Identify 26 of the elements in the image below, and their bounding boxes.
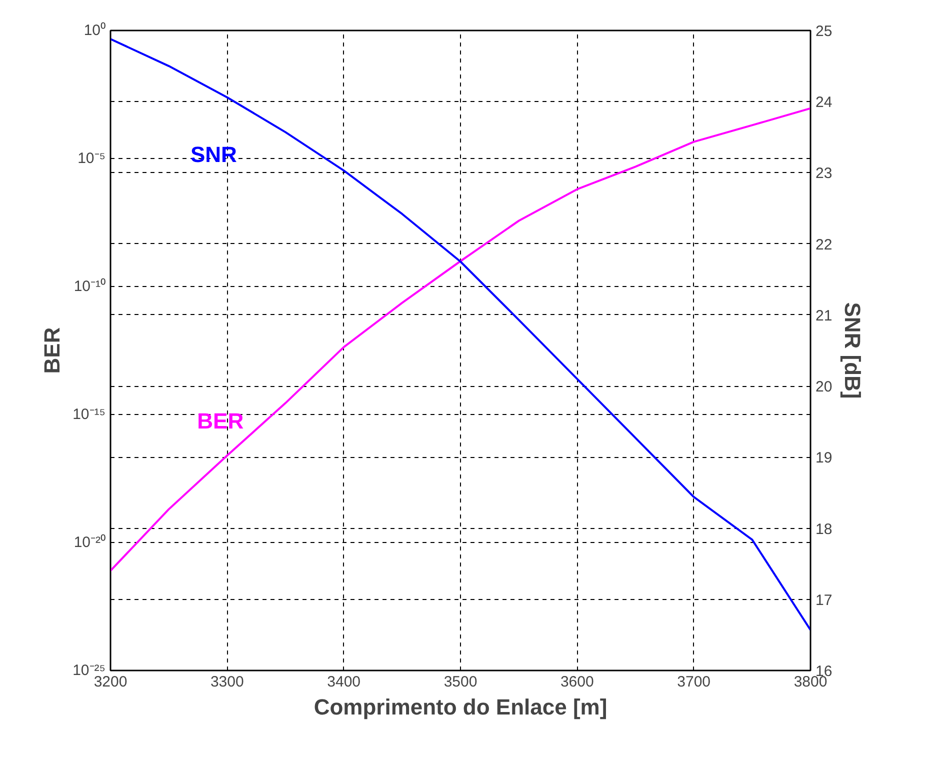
y2-tick-label: 19	[816, 450, 832, 467]
y2-tick-label: 23	[816, 165, 832, 182]
line-series	[110, 38, 810, 631]
y2-tick-label: 18	[816, 520, 832, 538]
y2-tick-label: 17	[816, 592, 832, 609]
x-tick-label: 3400	[327, 674, 361, 690]
y-tick-label: 10⁻⁵	[78, 150, 106, 167]
y2-tick-label: 20	[816, 378, 832, 396]
line-series	[110, 107, 810, 572]
x-tick-label: 3600	[560, 674, 594, 690]
y2-tick-label: 21	[816, 307, 832, 324]
y-tick-label: 10⁻¹⁵	[72, 406, 106, 423]
y2-tick-label: 25	[816, 23, 832, 40]
series-label: SNR	[190, 142, 238, 168]
y-tick-label: 10⁻²⁰	[74, 534, 106, 551]
y2-tick-label: 24	[816, 94, 832, 112]
x-tick-label: 3700	[677, 674, 711, 690]
y-axis-title: BER	[40, 327, 65, 374]
y-tick-label: 10⁻¹⁰	[74, 278, 106, 295]
x-axis-title: Comprimento do Enlace [m]	[314, 694, 608, 720]
y2-tick-label: 22	[816, 236, 832, 254]
x-tick-label: 3300	[210, 674, 244, 690]
y2-axis-title: SNR [dB]	[840, 302, 866, 399]
series-label: BER	[197, 408, 244, 434]
x-tick-label: 3500	[444, 674, 478, 690]
y-tick-label: 10⁰	[84, 22, 106, 39]
